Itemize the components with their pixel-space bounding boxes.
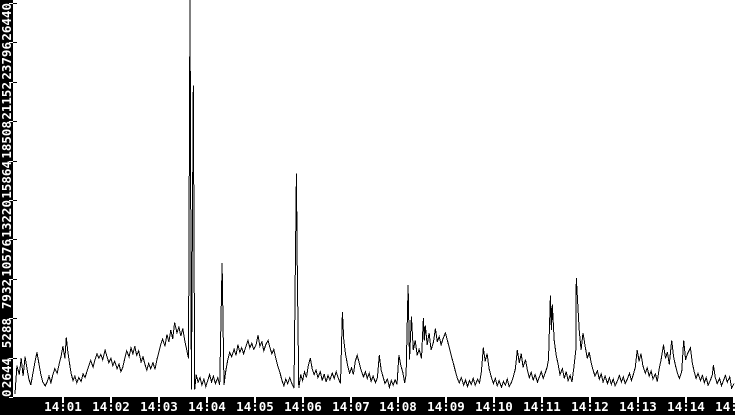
x-tick-label: 14:05 [236,399,274,414]
y-tick [9,161,13,162]
x-tick-label: 14:03 [140,399,178,414]
x-tick-label: 14:12 [571,399,609,414]
y-tick-label: 5288 [0,318,14,348]
y-tick [9,318,13,319]
x-tick [541,397,543,403]
x-axis: 14:01 14:02 14:03 14:04 14:05 14:06 14:07 14:08… [44,397,735,414]
x-tick-label: 14:09 [427,399,465,414]
y-tick-mark-plot [13,82,17,83]
x-tick-label: 14:11 [523,399,561,414]
y-tick-label: 21152 [0,82,14,120]
y-tick-label: 2644 [0,358,14,388]
y-tick-mark-plot [13,358,17,359]
y-tick [9,121,13,122]
y-tick [9,239,13,240]
x-tick [206,397,208,403]
trace-line [14,0,735,395]
y-tick-mark-plot [13,397,17,398]
x-tick [302,397,304,403]
y-tick [9,200,13,201]
y-tick-label: 26440 [0,3,14,41]
x-tick [637,397,639,403]
y-tick [9,82,13,83]
x-tick [733,397,735,403]
x-tick-label: 14:15 [715,399,735,414]
y-tick-label: 18508 [0,121,14,159]
y-tick-mark-plot [13,161,17,162]
x-tick-label: 14:14 [667,399,705,414]
plot-area [13,0,735,397]
y-tick-label: 23796 [0,42,14,80]
x-tick [254,397,256,403]
y-tick-mark-plot [13,121,17,122]
y-tick [9,358,13,359]
x-tick [397,397,399,403]
x-tick-label: 14:04 [188,399,226,414]
x-tick-label: 14:02 [92,399,130,414]
x-tick [110,397,112,403]
x-tick [62,397,64,403]
y-tick-mark-plot [13,239,17,240]
x-tick-label: 14:07 [332,399,370,414]
x-tick [589,397,591,403]
y-tick-label: 10576 [0,239,14,277]
y-tick [9,279,13,280]
y-tick-mark-plot [13,200,17,201]
y-tick-label: 7932 [0,279,14,309]
y-tick [9,42,13,43]
x-tick-label: 14:08 [379,399,417,414]
x-tick [445,397,447,403]
x-tick [493,397,495,403]
y-tick-mark-plot [13,42,17,43]
x-tick-label: 14:10 [475,399,513,414]
y-tick-mark-plot [13,3,17,4]
x-tick [685,397,687,403]
y-tick-mark-plot [13,279,17,280]
y-tick-label: 0 [0,389,14,397]
x-tick [158,397,160,403]
x-tick [350,397,352,403]
y-tick-label: 15864 [0,161,14,199]
x-tick-label: 14:06 [284,399,322,414]
x-tick-label: 14:13 [619,399,657,414]
y-tick [9,397,13,398]
y-tick [9,3,13,4]
y-tick-mark-plot [13,318,17,319]
y-tick-label: 13220 [0,200,14,238]
x-tick-label: 14:01 [44,399,82,414]
